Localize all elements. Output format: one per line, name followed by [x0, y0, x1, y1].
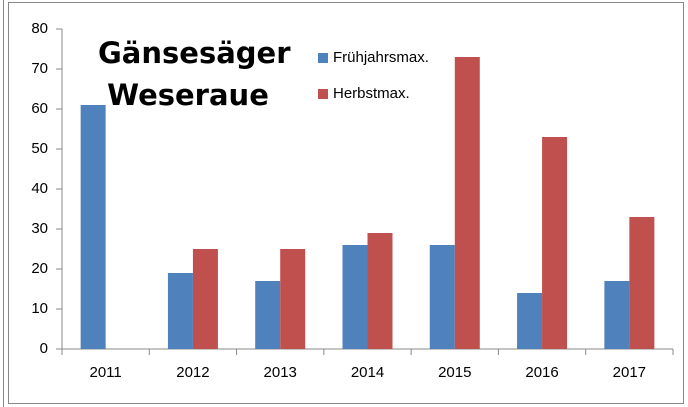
legend-label: Frühjahrsmax.: [333, 49, 429, 66]
bar: [280, 249, 306, 349]
bar: [255, 281, 281, 349]
x-tick-label: 2017: [613, 364, 646, 381]
y-tick-label: 30: [31, 220, 48, 237]
legend-swatch: [318, 89, 328, 99]
y-tick-label: 40: [31, 180, 48, 197]
x-tick-label: 2013: [264, 364, 297, 381]
x-tick-label: 2012: [176, 364, 209, 381]
bar: [454, 57, 480, 349]
bar: [604, 281, 630, 349]
chart-title: Gänsesäger Weseraue: [98, 36, 291, 112]
bar: [629, 217, 655, 349]
bar: [167, 273, 193, 349]
y-tick-label: 50: [31, 140, 48, 157]
bar: [429, 245, 455, 349]
x-tick-label: 2015: [438, 364, 471, 381]
y-tick-label: 10: [31, 300, 48, 317]
y-tick-label: 60: [31, 100, 48, 117]
bar: [517, 293, 543, 349]
legend-label: Herbstmax.: [333, 85, 410, 102]
x-tick-label: 2014: [351, 364, 384, 381]
x-tick-label: 2011: [90, 364, 122, 381]
bar: [80, 105, 106, 349]
bar: [542, 137, 568, 349]
y-tick-label: 70: [31, 60, 48, 77]
y-tick-label: 0: [40, 340, 48, 357]
y-tick-label: 20: [31, 260, 48, 277]
bar: [367, 233, 393, 349]
bar: [342, 245, 368, 349]
legend-swatch: [318, 53, 328, 63]
bar: [192, 249, 218, 349]
x-tick-label: 2016: [525, 364, 558, 381]
y-tick-label: 80: [31, 20, 48, 37]
